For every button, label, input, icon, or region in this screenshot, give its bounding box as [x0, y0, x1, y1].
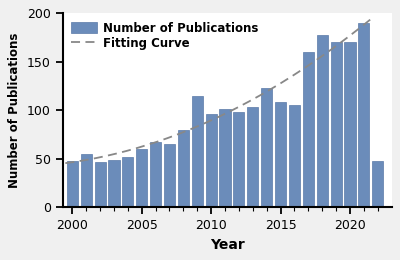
Bar: [317, 35, 328, 207]
Bar: [81, 154, 92, 207]
Bar: [275, 102, 286, 207]
Legend: Number of Publications, Fitting Curve: Number of Publications, Fitting Curve: [68, 19, 260, 52]
Y-axis label: Number of Publications: Number of Publications: [8, 33, 21, 188]
Bar: [206, 114, 217, 207]
Bar: [233, 112, 244, 207]
Bar: [247, 107, 258, 207]
Bar: [150, 142, 161, 207]
Bar: [178, 130, 189, 207]
Bar: [261, 88, 272, 207]
X-axis label: Year: Year: [210, 238, 244, 252]
Bar: [372, 161, 383, 207]
Bar: [94, 162, 106, 207]
Bar: [220, 109, 230, 207]
Bar: [289, 105, 300, 207]
Bar: [358, 23, 370, 207]
Bar: [330, 42, 342, 207]
Bar: [192, 96, 203, 207]
Bar: [108, 160, 120, 207]
Bar: [303, 52, 314, 207]
Bar: [164, 144, 175, 207]
Bar: [67, 161, 78, 207]
Bar: [122, 157, 133, 207]
Bar: [136, 149, 147, 207]
Bar: [344, 42, 356, 207]
